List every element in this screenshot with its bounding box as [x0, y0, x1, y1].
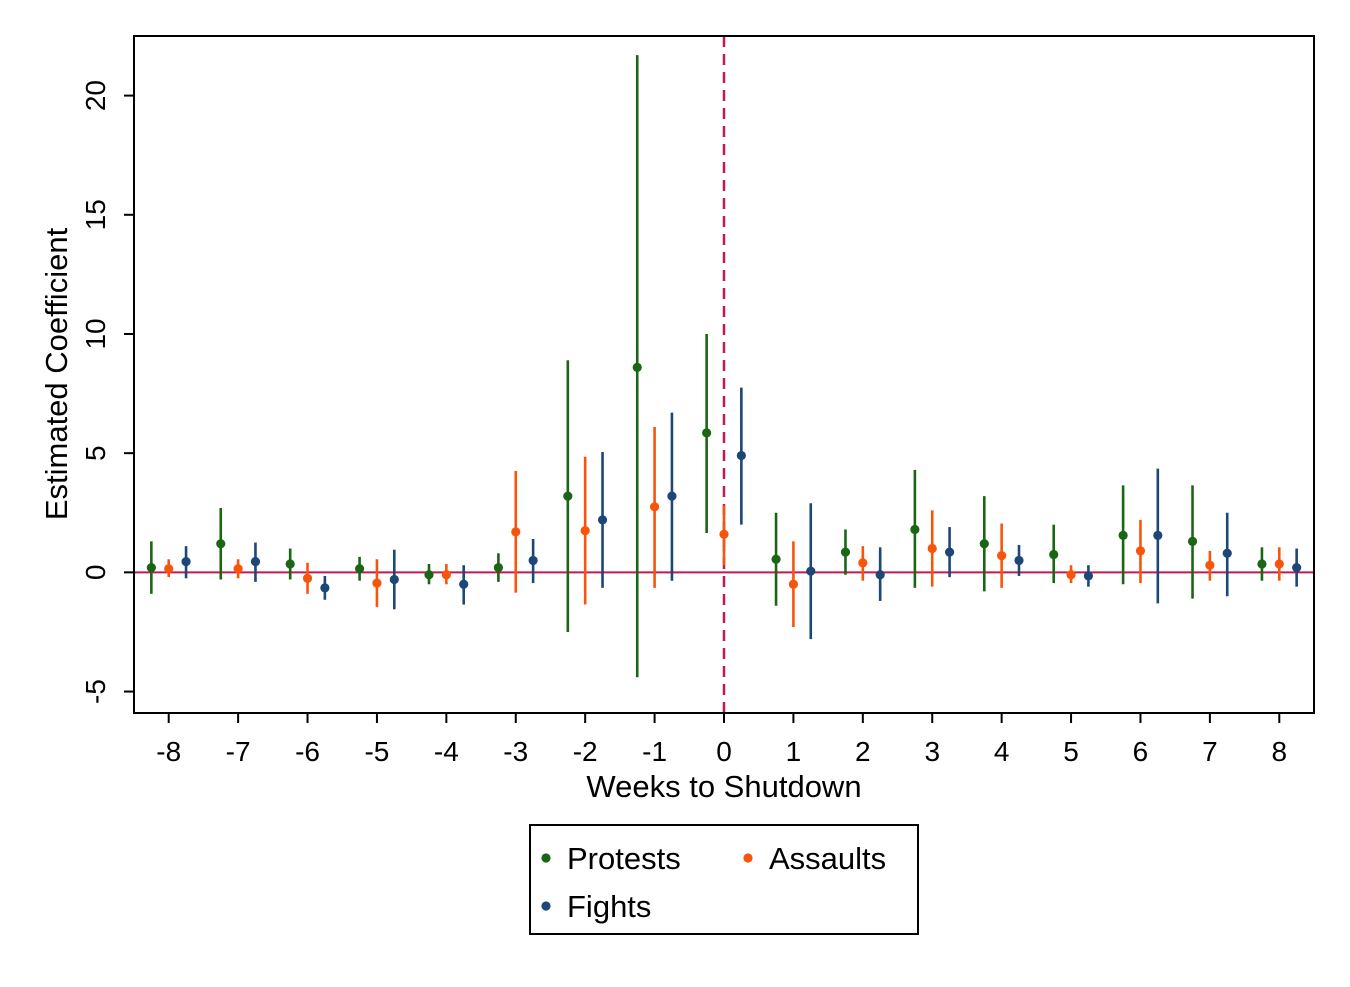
protests-point	[216, 539, 226, 549]
assaults-point	[372, 578, 382, 588]
series-group	[146, 55, 1302, 678]
x-tick-label: 4	[994, 736, 1010, 767]
assaults-point	[164, 564, 174, 574]
assaults-point	[441, 570, 451, 580]
assaults-point	[1135, 546, 1146, 556]
assaults-point	[719, 529, 729, 539]
y-tick-label: 0	[80, 565, 111, 581]
x-tick-label: -5	[364, 736, 389, 767]
series-fights	[181, 387, 1302, 640]
x-tick-label: 7	[1202, 736, 1218, 767]
fights-point	[667, 491, 677, 501]
x-tick-label: 1	[786, 736, 802, 767]
fights-point	[736, 450, 746, 461]
protests-point	[702, 428, 712, 438]
fights-point	[944, 547, 955, 557]
y-tick-label: -5	[80, 679, 111, 704]
assaults-point	[580, 526, 590, 536]
legend-label-protests: Protests	[567, 841, 681, 876]
fights-point	[459, 579, 469, 589]
legend-marker-fights	[541, 901, 551, 911]
fights-point	[181, 557, 191, 567]
assaults-point	[997, 551, 1007, 561]
series-assaults	[164, 426, 1284, 628]
fights-point	[250, 557, 261, 567]
protests-point	[285, 559, 295, 569]
protests-point	[563, 491, 573, 501]
x-tick-label: -8	[156, 736, 181, 767]
protests-point	[1257, 559, 1267, 569]
protests-point	[840, 547, 851, 557]
legend-marker-assaults	[743, 853, 753, 863]
fights-point	[875, 570, 885, 580]
assaults-point	[858, 558, 868, 568]
assaults-point	[1205, 560, 1215, 570]
x-tick-label: 3	[924, 736, 940, 767]
y-tick-label: 20	[80, 80, 111, 111]
protests-point	[771, 554, 781, 564]
assaults-point	[233, 564, 243, 574]
protests-point	[1187, 536, 1198, 546]
series-protests	[146, 55, 1267, 678]
reference-lines	[134, 36, 1314, 713]
x-tick-label: -3	[503, 736, 528, 767]
x-tick-label: -7	[226, 736, 251, 767]
protests-point	[493, 562, 504, 573]
x-tick-label: -2	[573, 736, 598, 767]
legend-frame	[529, 824, 919, 935]
protests-point	[632, 362, 642, 372]
y-axis-title: Estimated Coefficient	[39, 227, 74, 520]
fights-point	[320, 583, 330, 593]
fights-point	[1222, 548, 1232, 558]
fights-point	[1083, 571, 1094, 581]
x-tick-label: 6	[1133, 736, 1149, 767]
fights-point	[1014, 555, 1024, 566]
x-axis-title: Weeks to Shutdown	[586, 769, 861, 804]
x-tick-label: 5	[1063, 736, 1079, 767]
assaults-point	[1066, 570, 1076, 580]
x-tick-label: -4	[434, 736, 459, 767]
legend: Protests Assaults Fights	[529, 824, 919, 935]
legend-marker-protests	[541, 853, 551, 863]
fights-point	[528, 555, 538, 566]
assaults-point	[649, 502, 660, 512]
fights-point	[597, 515, 608, 525]
axes: -8 -7 -6 -5 -4 -3 -2 -1 0 1 2 3 4 5 6 7 8 -5 0 5 10 15 20	[80, 80, 1287, 767]
x-tick-label: 8	[1272, 736, 1288, 767]
protests-point	[354, 564, 365, 574]
protests-point	[979, 539, 989, 549]
fights-point	[389, 574, 399, 585]
protests-point	[1118, 530, 1128, 541]
y-tick-label: 5	[80, 445, 111, 461]
assaults-point	[511, 527, 521, 537]
y-tick-label: 15	[80, 199, 111, 230]
legend-label-fights: Fights	[567, 889, 651, 924]
assaults-point	[927, 543, 937, 554]
legend-label-assaults: Assaults	[769, 841, 886, 876]
x-tick-label: 2	[855, 736, 871, 767]
protests-point	[424, 570, 434, 580]
protests-point	[910, 524, 920, 535]
assaults-point	[302, 573, 313, 583]
y-tick-label: 10	[80, 318, 111, 349]
x-tick-label: 0	[716, 736, 732, 767]
fights-point	[1153, 530, 1163, 541]
assaults-point	[788, 579, 799, 589]
x-tick-label: -1	[642, 736, 667, 767]
protests-point	[1049, 549, 1059, 560]
fights-point	[806, 566, 816, 576]
assaults-point	[1274, 559, 1284, 569]
x-tick-label: -6	[295, 736, 320, 767]
fights-point	[1292, 562, 1302, 573]
protests-point	[146, 562, 156, 573]
